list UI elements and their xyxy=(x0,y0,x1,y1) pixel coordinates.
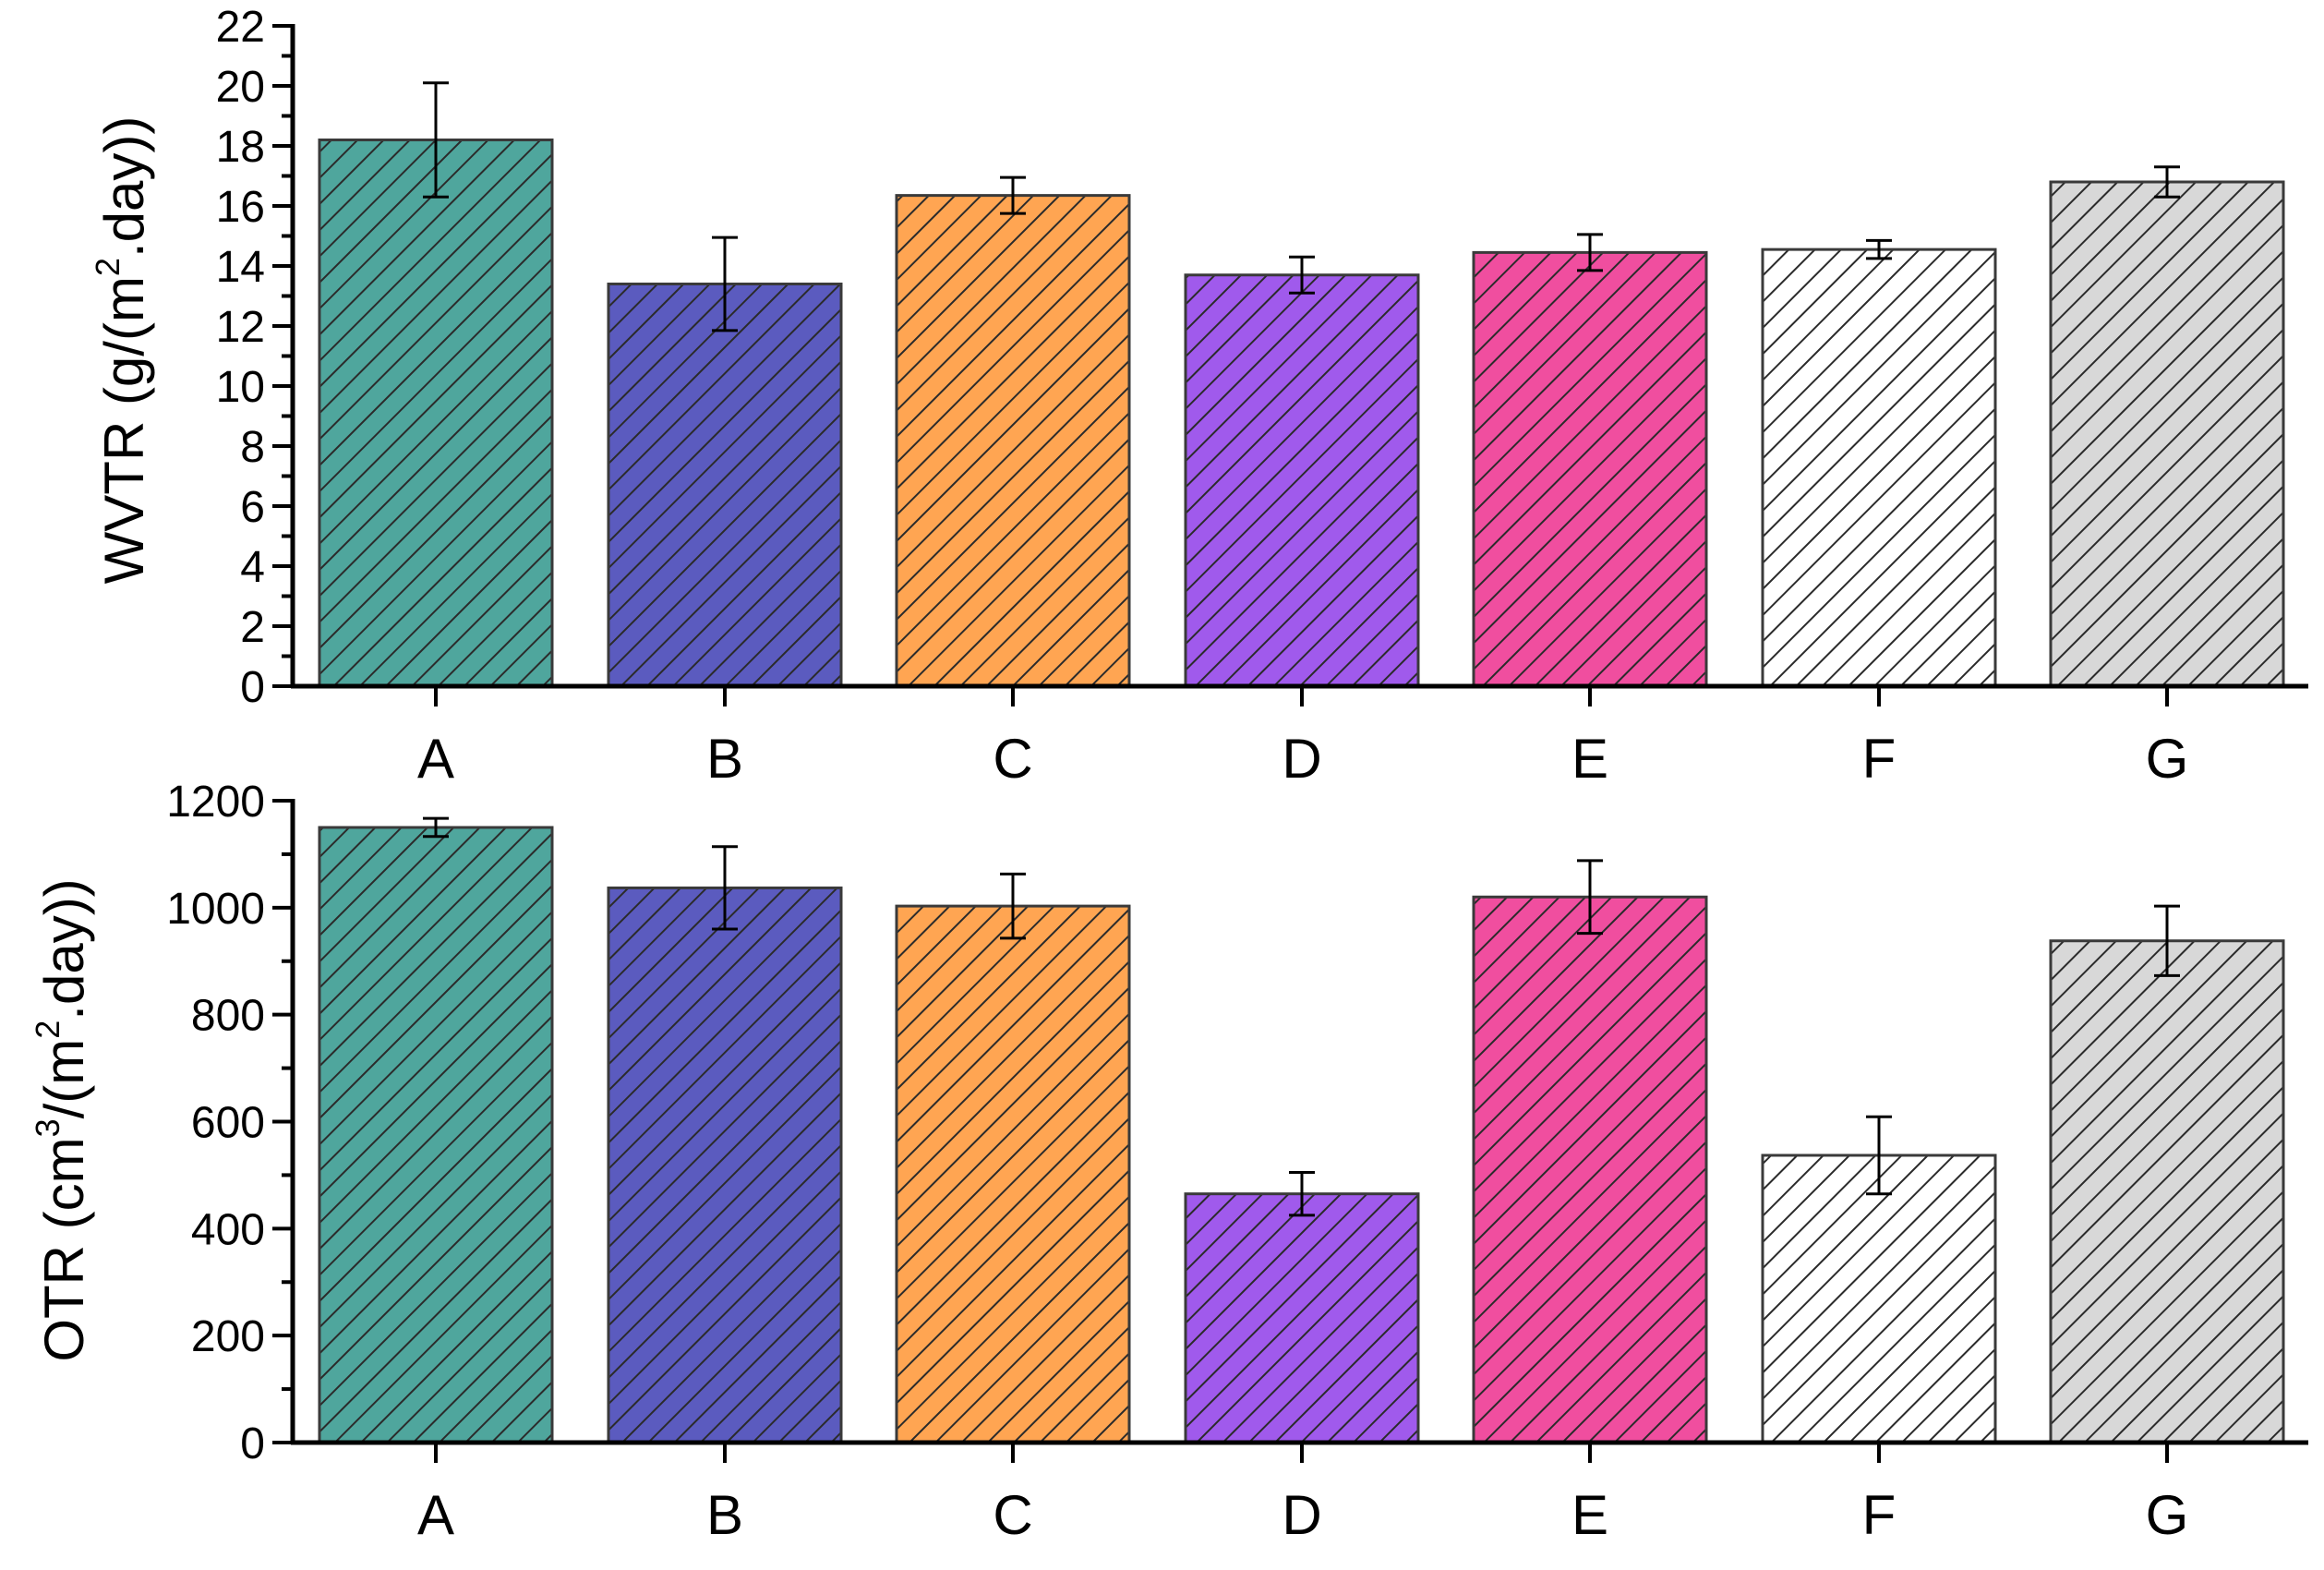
wvtr-x-ticks: A B C D E F G xyxy=(417,686,2188,790)
otr-x-tick-label-e: E xyxy=(1571,1484,1608,1546)
otr-y-tick-label-3: 600 xyxy=(191,1099,265,1148)
otr-bar-f-hatch xyxy=(1761,1153,1997,1444)
wvtr-y-axis-title-post: .day)) xyxy=(93,116,155,258)
wvtr-bar-c-hatch xyxy=(895,194,1131,688)
wvtr-y-tick-label-9: 18 xyxy=(216,123,265,172)
otr-x-ticks: A B C D E F G xyxy=(417,1443,2188,1546)
otr-y-tick-label-1: 200 xyxy=(191,1312,265,1361)
otr-y-axis-title-post: /(m xyxy=(33,1039,95,1119)
wvtr-bar-b-hatch xyxy=(607,283,843,688)
wvtr-y-tick-label-11: 22 xyxy=(216,3,265,52)
wvtr-y-tick-label-2: 4 xyxy=(240,543,265,592)
otr-bar-d-hatch xyxy=(1184,1192,1420,1444)
wvtr-bar-d-hatch xyxy=(1184,273,1420,688)
otr-x-tick-label-d: D xyxy=(1282,1484,1321,1546)
otr-y-tick-label-5: 1000 xyxy=(166,885,265,934)
wvtr-x-tick-label-c: C xyxy=(993,728,1032,790)
otr-bars xyxy=(318,826,2285,1444)
wvtr-y-tick-label-0: 0 xyxy=(240,663,265,712)
wvtr-error-bars xyxy=(423,81,2180,332)
wvtr-x-tick-label-a: A xyxy=(417,728,454,790)
otr-x-tick-label-g: G xyxy=(2146,1484,2189,1546)
wvtr-bar-f-hatch xyxy=(1761,248,1997,688)
wvtr-x-tick-label-g: G xyxy=(2146,728,2189,790)
otr-x-tick-label-c: C xyxy=(993,1484,1032,1546)
otr-y-axis-title-sup2: 2 xyxy=(29,1020,66,1039)
wvtr-y-ticks: 0 2 4 6 8 10 12 14 16 18 20 22 xyxy=(216,3,293,712)
wvtr-bar-e-hatch xyxy=(1472,250,1708,688)
otr-y-ticks: 0 200 400 600 800 1000 1200 xyxy=(166,778,293,1468)
wvtr-x-tick-label-f: F xyxy=(1862,728,1897,790)
wvtr-y-tick-label-4: 8 xyxy=(240,423,265,472)
wvtr-bar-g-hatch xyxy=(2049,180,2285,688)
otr-y-axis-title: OTR (cm3/(m2.day)) xyxy=(29,878,95,1361)
otr-chart: OTR (cm3/(m2.day)) 0 200 400 600 800 1000 1200… xyxy=(29,778,2308,1546)
otr-y-tick-label-2: 400 xyxy=(191,1205,265,1254)
otr-y-tick-label-6: 1200 xyxy=(166,778,265,827)
otr-bar-b-hatch xyxy=(607,886,843,1444)
wvtr-y-tick-label-5: 10 xyxy=(216,363,265,412)
otr-x-tick-label-b: B xyxy=(706,1484,743,1546)
otr-y-axis-title-sup: 3 xyxy=(29,1118,66,1137)
otr-x-tick-label-f: F xyxy=(1862,1484,1897,1546)
otr-bar-a-hatch xyxy=(318,826,554,1444)
otr-y-axis-title-pre: OTR (cm xyxy=(33,1137,95,1361)
wvtr-y-axis-title: WVTR (g/(m2.day)) xyxy=(89,116,155,585)
wvtr-x-tick-label-d: D xyxy=(1282,728,1321,790)
otr-bar-g-hatch xyxy=(2049,939,2285,1444)
wvtr-bars xyxy=(318,139,2285,688)
otr-y-tick-label-4: 800 xyxy=(191,992,265,1041)
otr-error-bars xyxy=(423,816,2180,1217)
wvtr-y-axis-title-pre: WVTR (g/(m xyxy=(93,276,155,584)
otr-y-axis-title-post2: .day)) xyxy=(33,878,95,1020)
wvtr-y-tick-label-1: 2 xyxy=(240,603,265,652)
wvtr-y-tick-label-8: 16 xyxy=(216,183,265,232)
otr-bar-e-hatch xyxy=(1472,895,1708,1444)
wvtr-y-axis-title-sup: 2 xyxy=(89,258,126,276)
wvtr-bar-a-hatch xyxy=(318,139,554,688)
otr-y-tick-label-0: 0 xyxy=(240,1419,265,1468)
wvtr-x-tick-label-b: B xyxy=(706,728,743,790)
wvtr-x-tick-label-e: E xyxy=(1571,728,1608,790)
otr-x-tick-label-a: A xyxy=(417,1484,454,1546)
wvtr-y-tick-label-6: 12 xyxy=(216,303,265,352)
wvtr-y-tick-label-10: 20 xyxy=(216,63,265,112)
otr-bar-c-hatch xyxy=(895,904,1131,1444)
wvtr-y-tick-label-3: 6 xyxy=(240,483,265,532)
wvtr-y-tick-label-7: 14 xyxy=(216,243,265,292)
